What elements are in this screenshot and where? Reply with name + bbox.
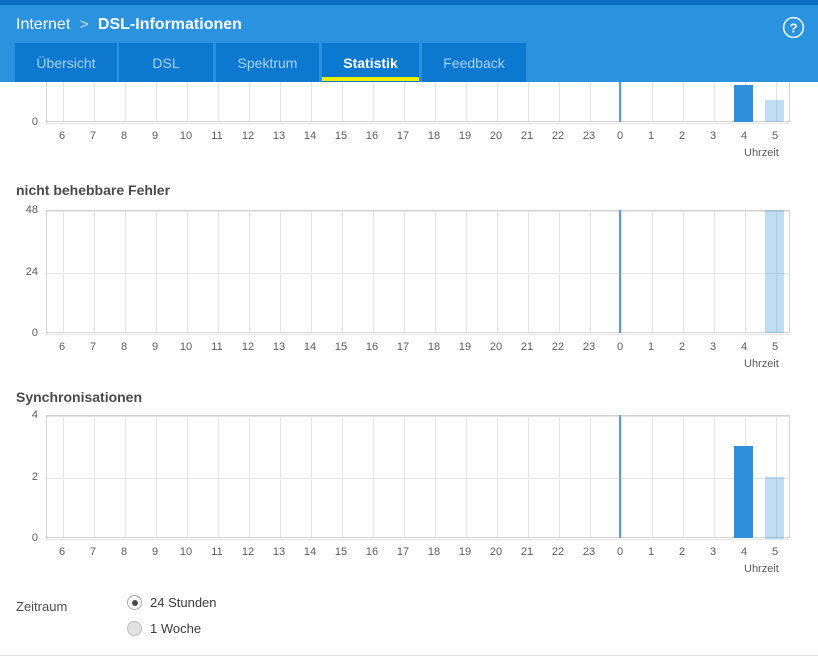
svg-text:?: ? [790, 21, 798, 36]
